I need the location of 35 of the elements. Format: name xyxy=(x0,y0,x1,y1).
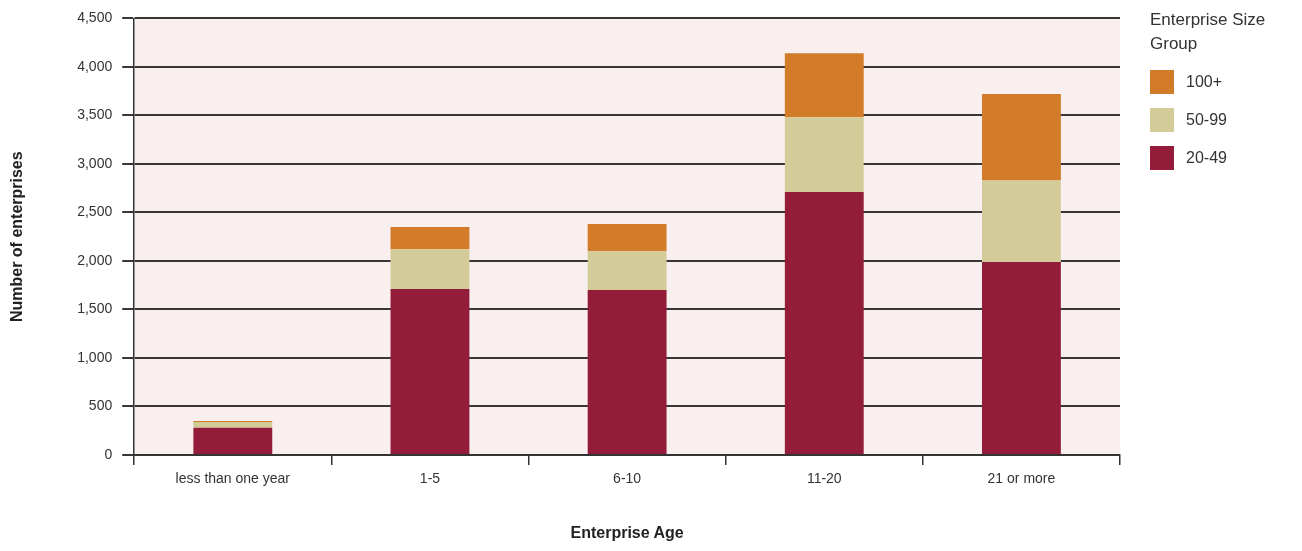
x-tick-label: 21 or more xyxy=(987,470,1056,487)
y-tick-label: 1,000 xyxy=(77,348,113,365)
bar xyxy=(587,251,667,291)
bar xyxy=(193,427,273,454)
bar xyxy=(587,290,667,454)
y-tick-label: 2,500 xyxy=(77,203,113,220)
bar xyxy=(784,117,864,193)
y-tick-label: 0 xyxy=(104,445,113,462)
bar xyxy=(784,192,864,454)
bar xyxy=(390,289,470,454)
bar xyxy=(981,261,1061,454)
y-tick-label: 4,500 xyxy=(77,9,113,26)
legend-label: 50-99 xyxy=(1186,110,1227,130)
bar xyxy=(390,227,470,250)
bar xyxy=(784,53,864,118)
y-tick-label: 2,000 xyxy=(77,251,113,268)
y-tick-label: 3,500 xyxy=(77,106,113,123)
y-tick-label: 500 xyxy=(88,397,113,414)
x-tick-label: 6-10 xyxy=(613,470,642,487)
y-tick-label: 1,500 xyxy=(77,300,113,317)
y-tick-label: 4,000 xyxy=(77,57,113,74)
legend-label: 20-49 xyxy=(1186,148,1227,168)
x-tick-label: 11-20 xyxy=(806,470,842,487)
legend-label: 100+ xyxy=(1186,72,1223,92)
y-tick-label: 3,000 xyxy=(77,154,113,171)
x-axis-title: Enterprise Age xyxy=(570,523,684,541)
y-axis-title: Number of enterprises xyxy=(8,151,26,323)
x-tick-label: 1-5 xyxy=(419,470,441,487)
legend-title: Enterprise Size Group xyxy=(1150,9,1267,55)
bar xyxy=(981,180,1061,262)
bar xyxy=(587,224,667,252)
bar xyxy=(390,249,470,290)
x-tick-label: less than one year xyxy=(175,470,291,487)
bar xyxy=(981,94,1061,181)
bar xyxy=(193,422,273,428)
